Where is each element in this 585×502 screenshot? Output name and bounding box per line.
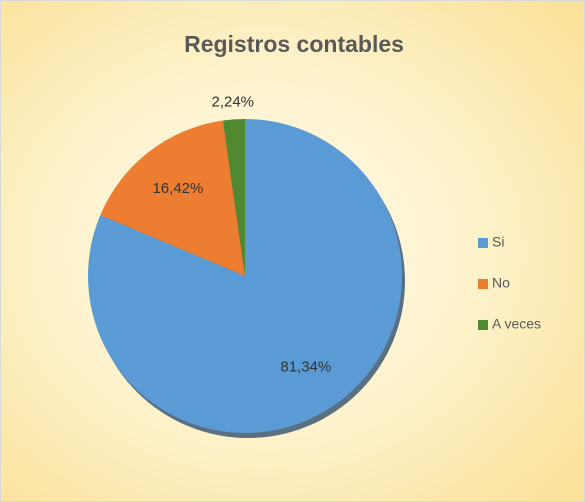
data-label: 81,34% <box>280 359 331 376</box>
legend-label: A veces <box>492 316 541 332</box>
legend: Si No A veces <box>478 234 541 332</box>
pie: 81,34% 16,42% 2,24% <box>88 93 403 434</box>
legend-label: No <box>492 275 510 291</box>
chart-title: Registros contables <box>184 31 404 57</box>
legend-label: Si <box>492 234 504 250</box>
data-label: 2,24% <box>211 93 254 110</box>
legend-swatch <box>478 279 488 289</box>
pie-slice <box>100 120 245 276</box>
data-label: 16,42% <box>152 180 203 197</box>
pie-slice <box>222 119 245 276</box>
legend-swatch <box>478 320 488 330</box>
legend-swatch <box>478 238 488 248</box>
